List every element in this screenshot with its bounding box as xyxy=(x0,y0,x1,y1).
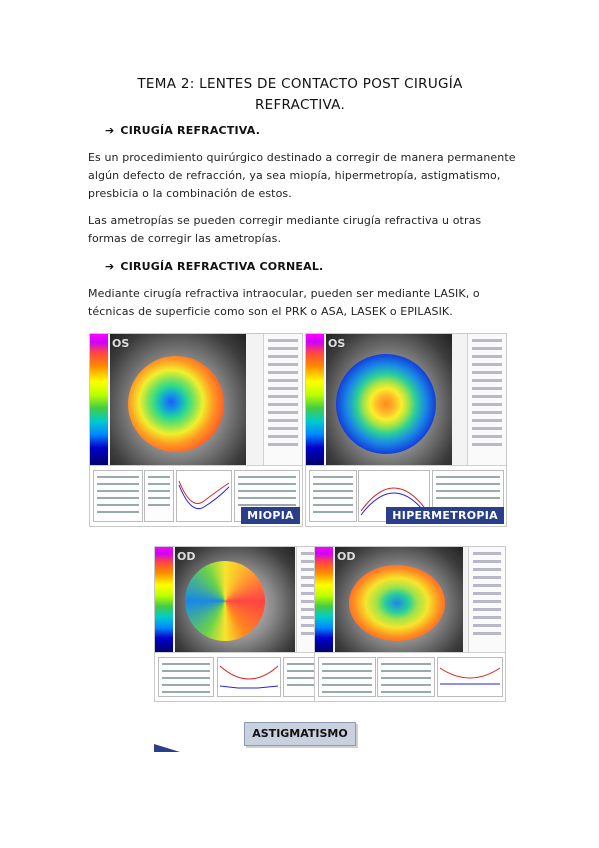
paragraph-lasik: Mediante cirugía refractiva intraocular,… xyxy=(88,287,480,318)
wedge-decoration xyxy=(154,744,180,752)
topography-astigmatismo-2: OD xyxy=(314,546,506,702)
section-heading-text: CIRUGÍA REFRACTIVA. xyxy=(120,124,261,137)
corneal-map xyxy=(128,356,224,452)
corneal-map xyxy=(336,354,436,454)
label-miopia: MIOPIA xyxy=(241,507,300,524)
profile-curve xyxy=(439,667,501,685)
section-heading-cirugia-corneal: ➔ CIRUGÍA REFRACTIVA CORNEAL. xyxy=(105,260,323,273)
data-panel xyxy=(315,652,505,701)
data-table xyxy=(377,657,435,697)
profile-graph xyxy=(217,657,281,697)
eye-tag: OS xyxy=(112,337,130,350)
side-panel xyxy=(263,334,302,466)
paragraph-definition: Es un procedimiento quirúrgico destinado… xyxy=(88,151,516,200)
profile-graph xyxy=(437,657,503,697)
eye-tag: OS xyxy=(328,337,346,350)
profile-curve xyxy=(178,480,230,510)
title-line-2: REFRACTIVA. xyxy=(254,97,346,113)
color-scale-bar xyxy=(90,334,108,466)
label-astigmatismo: ASTIGMATISMO xyxy=(244,722,356,746)
color-scale-bar xyxy=(315,547,333,653)
data-panel xyxy=(90,465,302,526)
side-panel xyxy=(467,334,506,466)
arrow-icon: ➔ xyxy=(105,260,115,273)
corneal-map xyxy=(349,565,445,641)
data-panel xyxy=(155,652,327,701)
data-table xyxy=(158,657,214,697)
corneal-map xyxy=(185,561,265,641)
section-heading-text: CIRUGÍA REFRACTIVA CORNEAL. xyxy=(120,260,324,273)
profile-curve xyxy=(219,665,279,689)
data-table xyxy=(93,470,143,522)
data-table xyxy=(144,470,174,522)
topography-astigmatismo-1: OD xyxy=(154,546,328,702)
paragraph-ametropias: Las ametropías se pueden corregir median… xyxy=(88,214,482,245)
topography-miopia: OS MIOPIA xyxy=(89,333,303,527)
color-scale-bar xyxy=(306,334,324,466)
title-line-1: TEMA 2: LENTES DE CONTACTO POST CIRUGÍA xyxy=(137,76,463,92)
eye-tag: OD xyxy=(337,550,356,563)
topography-hipermetropia: OS HIPERMETROPIA xyxy=(305,333,507,527)
side-panel xyxy=(468,547,505,653)
eye-tag: OD xyxy=(177,550,196,563)
arrow-icon: ➔ xyxy=(105,124,115,137)
data-table xyxy=(309,470,357,522)
color-scale-bar xyxy=(155,547,173,653)
data-table xyxy=(318,657,376,697)
label-hipermetropia: HIPERMETROPIA xyxy=(386,507,504,524)
profile-graph xyxy=(176,470,232,522)
section-heading-cirugia-refractiva: ➔ CIRUGÍA REFRACTIVA. xyxy=(105,124,260,137)
document-title: TEMA 2: LENTES DE CONTACTO POST CIRUGÍA … xyxy=(60,74,540,116)
